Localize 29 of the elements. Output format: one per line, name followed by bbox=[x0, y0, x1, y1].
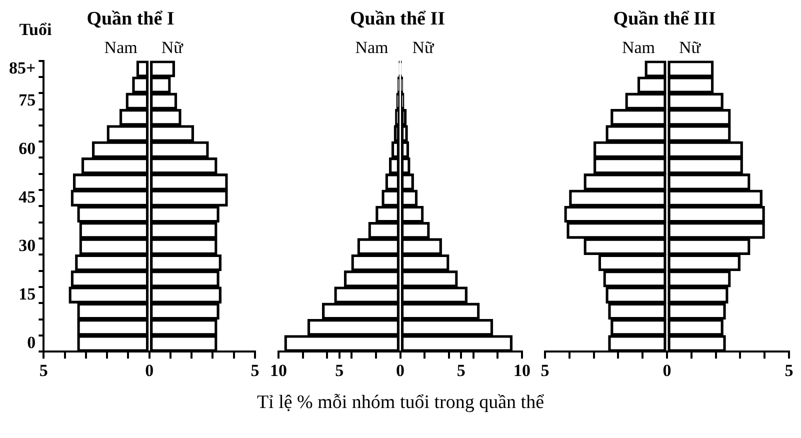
x-tick-label: 10 bbox=[514, 361, 530, 380]
x-tick-label: 5 bbox=[784, 361, 794, 380]
x-tick-label: 5 bbox=[540, 361, 550, 380]
series-label: Nữ bbox=[412, 38, 435, 57]
y-tick-label: 30 bbox=[18, 236, 36, 255]
y-tick-label: 0 bbox=[27, 332, 36, 352]
x-axis-title: Tỉ lệ % mỗi nhóm tuổi trong quần thể bbox=[256, 392, 546, 414]
chart-title: Quần thể I bbox=[86, 8, 174, 30]
x-tick-label: 5 bbox=[250, 361, 260, 380]
chart-title: Quần thể II bbox=[350, 8, 446, 30]
x-tick-label: 0 bbox=[662, 361, 672, 380]
x-tick-label: 5 bbox=[456, 361, 466, 380]
x-tick-label: 5 bbox=[335, 361, 344, 380]
series-label: Nam bbox=[104, 38, 138, 57]
y-tick-label: 75 bbox=[18, 90, 36, 110]
series-label: Nam bbox=[355, 38, 388, 57]
y-tick-label: 85+ bbox=[9, 58, 36, 78]
y-axis-title: Tuổi bbox=[19, 20, 52, 39]
x-tick-label: 0 bbox=[396, 361, 404, 380]
series-label: Nữ bbox=[679, 38, 702, 57]
y-tick-label: 15 bbox=[18, 284, 36, 304]
x-tick-label: 0 bbox=[145, 361, 154, 380]
x-tick-label: 10 bbox=[270, 361, 287, 380]
series-label: Nam bbox=[622, 38, 655, 57]
x-tick-label: 5 bbox=[39, 361, 48, 380]
y-tick-label: 45 bbox=[18, 188, 36, 207]
y-tick-label: 60 bbox=[18, 139, 36, 158]
chart-title: Quần thể III bbox=[613, 8, 716, 30]
series-label: Nữ bbox=[161, 38, 184, 57]
